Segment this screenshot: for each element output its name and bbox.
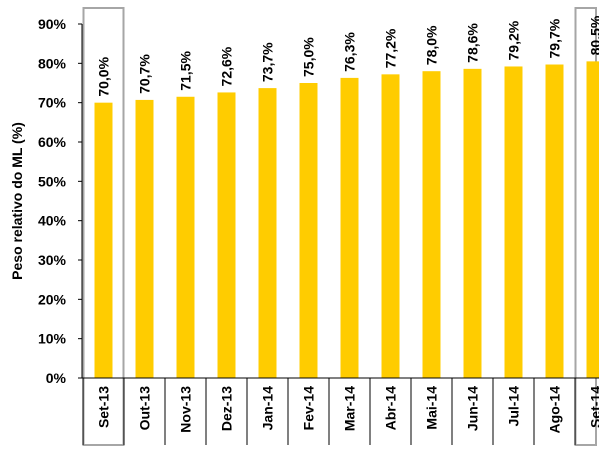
bar xyxy=(217,92,236,378)
x-tick-label: Nov-13 xyxy=(178,386,194,433)
x-tick-label: Dez-13 xyxy=(219,386,235,431)
bar xyxy=(135,99,154,378)
bars xyxy=(94,61,599,379)
x-tick-label: Abr-14 xyxy=(383,386,399,431)
y-tick-label: 10% xyxy=(38,331,67,347)
x-tick-label: Fev-14 xyxy=(301,386,317,431)
y-tick-label: 30% xyxy=(38,252,67,268)
data-label: 72,6% xyxy=(219,46,235,86)
y-tick-label: 0% xyxy=(46,370,67,386)
data-label: 73,7% xyxy=(260,42,276,82)
data-label: 77,2% xyxy=(383,28,399,68)
bar xyxy=(381,74,400,378)
bar xyxy=(463,68,482,378)
y-axis-title: Peso relativo do ML (%) xyxy=(9,122,25,280)
x-tick-label: Jul-14 xyxy=(506,386,522,427)
axes xyxy=(78,23,599,445)
data-label: 70,7% xyxy=(137,54,153,94)
y-tick-label: 90% xyxy=(38,16,67,32)
x-tick-label: Mar-14 xyxy=(342,386,358,431)
x-tick-label: Out-13 xyxy=(137,386,153,431)
data-label: 70,0% xyxy=(96,56,112,96)
x-tick-label: Set-14 xyxy=(588,386,599,428)
x-tick-label: Mai-14 xyxy=(424,386,440,430)
bar xyxy=(586,61,599,378)
bar xyxy=(94,102,113,379)
x-tick-label: Set-13 xyxy=(96,386,112,428)
data-label: 76,3% xyxy=(342,32,358,72)
bar xyxy=(340,77,359,379)
y-tick-label: 80% xyxy=(38,55,67,71)
bar xyxy=(258,88,277,378)
data-label: 80,5% xyxy=(588,15,599,55)
data-label: 79,7% xyxy=(547,18,563,58)
y-tick-label: 40% xyxy=(38,213,67,229)
bar xyxy=(176,96,195,379)
bar xyxy=(504,66,523,378)
y-tick-label: 60% xyxy=(38,134,67,150)
data-label: 78,6% xyxy=(465,23,481,63)
data-label: 79,2% xyxy=(506,20,522,60)
bar xyxy=(422,71,441,378)
labels: 0% 10% 20% 30% 40% 50% 60% 70% 80% 90% Set-13 Out-1… xyxy=(38,15,599,433)
x-tick-label: Jan-14 xyxy=(260,386,276,431)
x-tick-label: Jun-14 xyxy=(465,386,481,431)
highlight-box xyxy=(82,7,125,446)
bar xyxy=(299,83,318,378)
data-label: 71,5% xyxy=(178,51,194,91)
y-tick-label: 50% xyxy=(38,173,67,189)
y-tick-label: 70% xyxy=(38,95,67,111)
data-label: 78,0% xyxy=(424,25,440,65)
y-tick-label: 20% xyxy=(38,291,67,307)
bar xyxy=(545,64,564,378)
data-label: 75,0% xyxy=(301,37,317,77)
x-tick-label: Ago-14 xyxy=(547,386,563,434)
